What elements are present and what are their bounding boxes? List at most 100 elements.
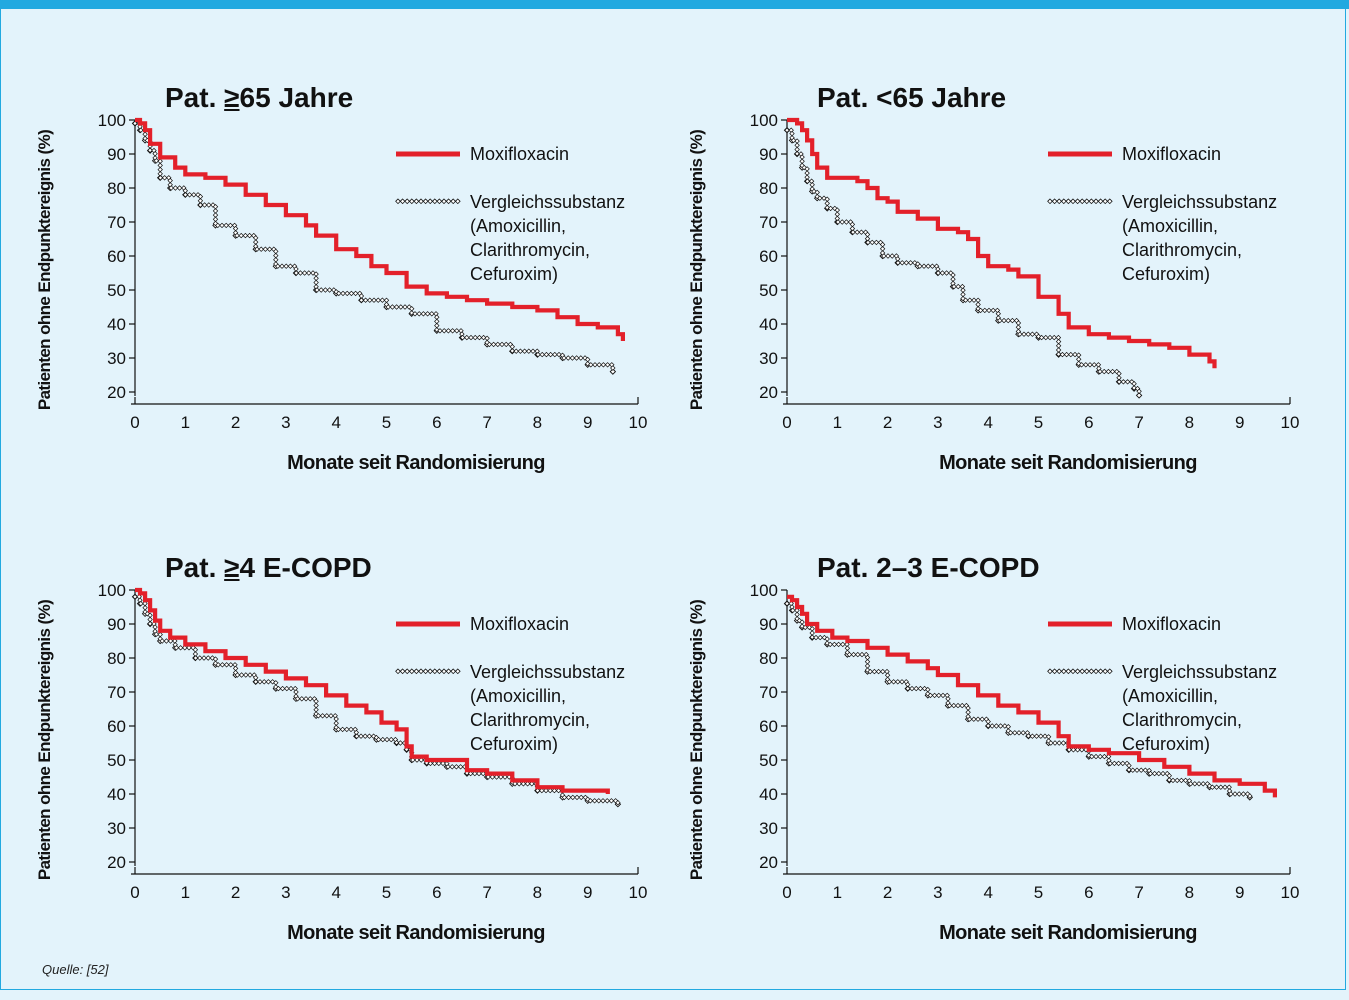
x-tick-label: 9 [1235,413,1244,432]
x-tick-label: 3 [933,883,942,902]
line-marker [1047,334,1053,341]
line-marker [578,355,584,361]
legend-marker [399,668,406,675]
line-marker [929,263,936,269]
line-marker [935,270,941,276]
line-marker [242,232,249,239]
line-marker [493,774,500,780]
legend-marker [404,198,411,205]
line-marker [238,672,245,678]
line-marker [424,311,431,317]
panel-title: Pat. <65 Jahre [817,82,1007,113]
line-marker [258,246,264,252]
legend-marker [1060,668,1067,675]
y-axis-label: Patienten ohne Endpunktereignis (%) [687,599,706,881]
x-axis-label: Monate seit Randomisierung [287,922,545,944]
line-marker [485,774,491,780]
line-marker [173,645,180,651]
y-tick-label: 100 [98,111,126,130]
line-marker [366,733,373,739]
x-tick-label: 0 [782,883,791,902]
line-marker [565,355,571,361]
x-tick-label: 7 [482,413,491,432]
line-marker [1097,368,1103,375]
line-marker [449,764,455,770]
line-marker [1109,368,1116,375]
line-marker [529,781,535,787]
line-marker [1166,777,1172,783]
line-marker [319,713,326,719]
line-marker [1052,740,1058,746]
line-marker [979,716,985,722]
line-marker [445,764,451,770]
y-tick-label: 40 [107,785,126,804]
line-marker [147,621,153,627]
line-marker [585,796,591,802]
line-marker [1192,781,1198,787]
line-marker [600,362,607,368]
line-marker [445,328,452,334]
y-tick-label: 60 [107,247,126,266]
line-marker [223,222,229,229]
line-marker [467,770,474,777]
line-marker [587,798,594,804]
line-marker [578,794,584,801]
x-tick-label: 6 [1084,883,1093,902]
line-marker [402,304,408,310]
line-marker [552,351,558,358]
line-marker [490,341,497,348]
line-marker [850,651,857,658]
line-marker [1134,767,1140,773]
line-marker [955,283,961,290]
x-tick-label: 6 [432,413,441,432]
line-marker [1068,351,1074,358]
series-line-moxifloxacin [787,117,1217,369]
line-marker [412,311,418,317]
line-marker [315,713,322,719]
line-marker [899,679,905,685]
line-marker [907,260,914,266]
source-citation: Quelle: [52] [42,962,109,977]
y-tick-label: 40 [759,785,778,804]
y-tick-label: 90 [107,145,126,164]
line-marker [275,685,282,692]
legend-marker [404,668,411,675]
line-marker [472,770,478,777]
line-marker [398,304,404,310]
line-marker [1178,777,1185,784]
line-marker [955,702,961,709]
line-marker [1017,331,1023,337]
line-marker [895,679,901,685]
line-marker [821,195,827,201]
legend-marker [1088,198,1095,205]
x-axis-label: Monate seit Randomisierung [939,922,1197,944]
line-marker [1222,784,1228,790]
legend-marker [1102,668,1109,675]
line-marker [489,774,496,780]
x-tick-label: 4 [983,413,992,432]
line-marker [971,716,977,722]
line-marker [1025,733,1032,739]
line-marker [1116,379,1122,385]
y-tick-label: 80 [107,179,126,198]
line-marker [1029,733,1036,739]
line-marker [147,147,153,153]
line-marker [547,351,554,358]
series-markers-vergleichssubstanz [783,600,1253,801]
line-marker [265,679,272,685]
legend-marker [408,668,415,675]
x-tick-label: 7 [482,883,491,902]
line-marker [454,328,460,334]
line-marker [414,757,420,763]
line-marker [212,660,219,666]
line-marker [1051,334,1057,341]
line-marker [1074,747,1081,753]
line-marker [1029,331,1036,337]
line-marker [615,800,621,806]
line-marker [846,651,853,658]
line-marker [1038,334,1045,341]
x-tick-label: 0 [130,883,139,902]
legend-marker [1070,198,1076,205]
line-marker [324,713,330,719]
line-marker [977,307,984,314]
